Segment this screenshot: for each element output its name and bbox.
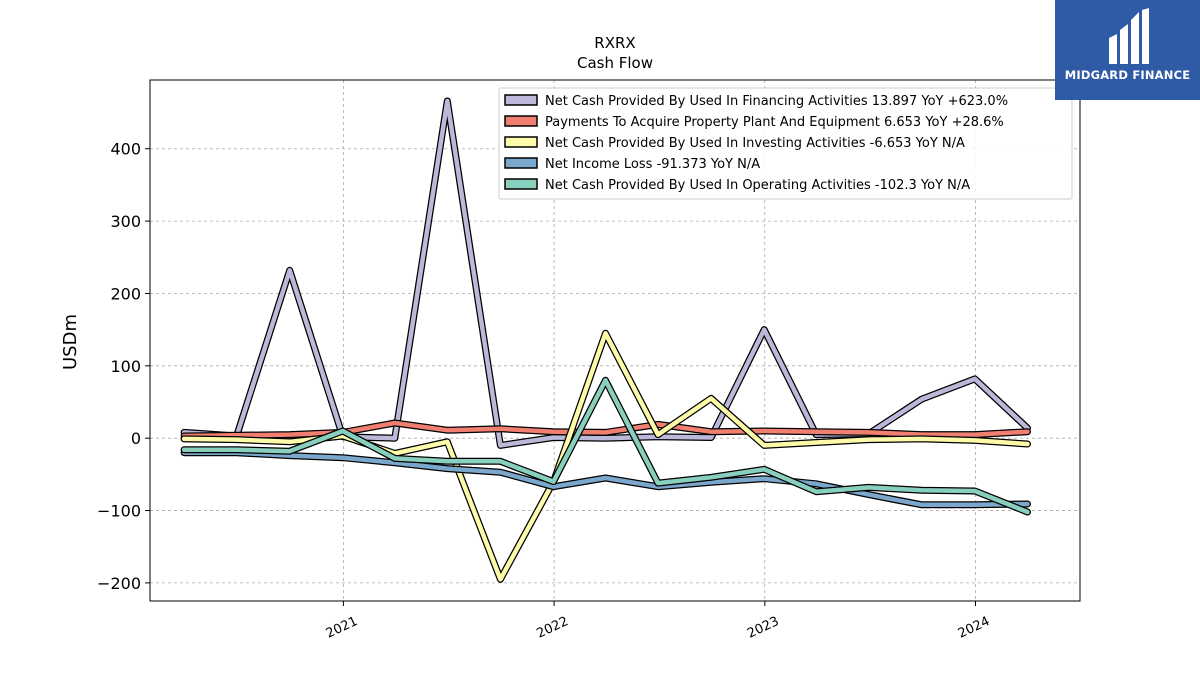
legend-box bbox=[498, 87, 1073, 200]
series-outline bbox=[180, 376, 1031, 516]
legend-label: Net Cash Provided By Used In Operating A… bbox=[545, 178, 970, 193]
x-tick-label: 2024 bbox=[956, 614, 992, 642]
chart-title: RXRX bbox=[594, 34, 635, 52]
midgard-logo-icon bbox=[1108, 8, 1149, 64]
series-layer bbox=[180, 97, 1031, 583]
plot-frame bbox=[149, 79, 1081, 602]
legend-swatch bbox=[504, 94, 538, 106]
logo-text: MIDGARD FINANCE bbox=[1064, 68, 1191, 82]
x-tick-label: 2022 bbox=[534, 614, 570, 642]
legend-swatch bbox=[504, 115, 538, 127]
legend-label: Net Cash Provided By Used In Financing A… bbox=[545, 94, 1008, 109]
legend-swatch bbox=[504, 157, 538, 169]
y-tick-label: −200 bbox=[97, 574, 141, 593]
legend-swatch bbox=[504, 136, 538, 148]
y-tick-label: 0 bbox=[131, 429, 141, 448]
legend-label: Net Income Loss -91.373 YoY N/A bbox=[545, 157, 760, 172]
y-tick-label: 400 bbox=[110, 140, 141, 159]
legend-swatch bbox=[504, 178, 538, 190]
y-axis: −200 −100 0 100 200 300 400 bbox=[97, 140, 150, 593]
y-axis-label: USDm bbox=[60, 314, 81, 370]
midgard-finance-logo: MIDGARD FINANCE bbox=[1055, 0, 1200, 100]
y-tick-label: 100 bbox=[110, 357, 141, 376]
y-tick-label: 200 bbox=[110, 284, 141, 303]
x-tick-label: 2023 bbox=[745, 614, 781, 642]
legend: Net Cash Provided By Used In Financing A… bbox=[498, 87, 1073, 200]
chart-subtitle: Cash Flow bbox=[577, 54, 653, 72]
x-axis: 2021 2022 2023 2024 bbox=[324, 601, 992, 642]
series-line bbox=[181, 420, 1030, 439]
series-line bbox=[181, 98, 1030, 448]
legend-label: Net Cash Provided By Used In Investing A… bbox=[545, 136, 965, 151]
y-tick-label: −100 bbox=[97, 502, 141, 521]
series-line bbox=[181, 378, 1030, 515]
y-tick-label: 300 bbox=[110, 212, 141, 231]
legend-label: Payments To Acquire Property Plant And E… bbox=[545, 115, 1004, 130]
x-tick-label: 2021 bbox=[324, 614, 360, 642]
series-line bbox=[181, 450, 1030, 508]
